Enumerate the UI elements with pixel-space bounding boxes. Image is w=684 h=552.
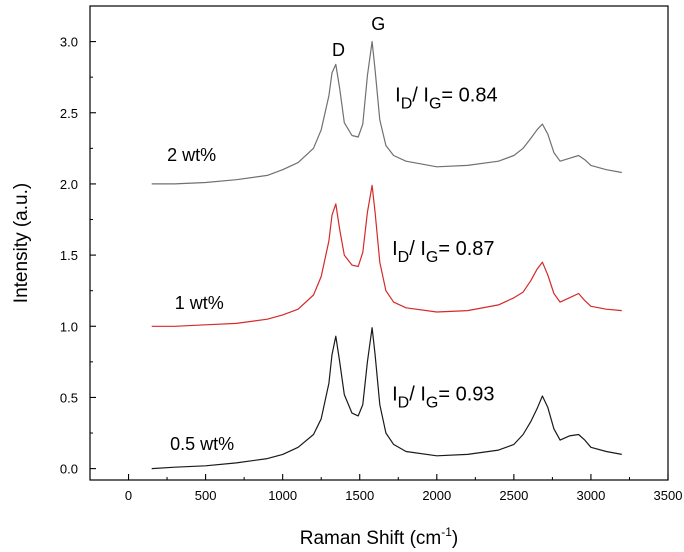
ratio-subscript-g: G bbox=[429, 95, 441, 112]
ratio-subscript-g: G bbox=[426, 394, 438, 411]
x-tick-label: 2500 bbox=[499, 488, 528, 503]
y-axis-label: Intensity (a.u.) bbox=[11, 183, 32, 303]
x-tick-label: 1000 bbox=[268, 488, 297, 503]
x-tick-label: 2000 bbox=[422, 488, 451, 503]
x-tick-label: 3500 bbox=[654, 488, 683, 503]
annotation-label: G bbox=[371, 14, 385, 34]
ratio-value: = 0.93 bbox=[438, 383, 494, 405]
y-tick-label: 1.0 bbox=[60, 319, 78, 334]
x-tick-label: 500 bbox=[195, 488, 217, 503]
plot-frame bbox=[89, 5, 669, 481]
series-line-1 bbox=[151, 184, 622, 327]
x-axis-label: Raman Shift (cm-1) bbox=[300, 525, 458, 549]
x-tick-label: 0 bbox=[125, 488, 132, 503]
series-group bbox=[151, 40, 622, 470]
ratio-slash: / I bbox=[409, 383, 426, 405]
y-tick-label: 1.5 bbox=[60, 248, 78, 263]
ratio-symbol: I bbox=[392, 238, 398, 260]
x-axis-label-close: ) bbox=[452, 528, 458, 549]
ratio-slash: / I bbox=[412, 84, 429, 106]
y-axis-ticks: 0.0 0.5 1.0 1.5 2.0 2.5 3.0 bbox=[60, 35, 96, 477]
annotation-label: D bbox=[332, 40, 345, 60]
y-tick-label: 2.5 bbox=[60, 106, 78, 121]
ratio-value: = 0.87 bbox=[438, 238, 494, 260]
ratio-slash: / I bbox=[409, 238, 426, 260]
annotation-label: 2 wt% bbox=[167, 145, 216, 165]
x-tick-label: 3000 bbox=[576, 488, 605, 503]
intensity-ratio-label: ID/ IG= 0.87 bbox=[392, 238, 494, 266]
ratio-subscript-d: D bbox=[398, 249, 410, 266]
ratio-subscript-d: D bbox=[401, 95, 413, 112]
y-tick-label: 0.5 bbox=[60, 390, 78, 405]
x-axis-label-superscript: -1 bbox=[441, 525, 452, 539]
intensity-ratio-label: ID/ IG= 0.93 bbox=[392, 383, 494, 411]
x-axis-ticks: 0 500 1000 1500 2000 2500 3000 3500 bbox=[125, 474, 683, 503]
ratio-subscript-g: G bbox=[426, 249, 438, 266]
ratio-symbol: I bbox=[392, 383, 398, 405]
x-tick-label: 1500 bbox=[345, 488, 374, 503]
intensity-ratio-label: ID/ IG= 0.84 bbox=[395, 84, 497, 112]
series-line-0 bbox=[151, 327, 622, 470]
ratio-symbol: I bbox=[395, 84, 401, 106]
annotation-label: 0.5 wt% bbox=[170, 434, 234, 454]
ratio-value: = 0.84 bbox=[441, 84, 497, 106]
x-axis-label-main: Raman Shift (cm bbox=[300, 528, 441, 549]
series-line-2 bbox=[151, 40, 622, 185]
y-tick-label: 0.0 bbox=[60, 462, 78, 477]
y-tick-label: 3.0 bbox=[60, 35, 78, 50]
y-tick-label: 2.0 bbox=[60, 177, 78, 192]
ratio-subscript-d: D bbox=[398, 394, 410, 411]
annotation-label: 1 wt% bbox=[175, 293, 224, 313]
